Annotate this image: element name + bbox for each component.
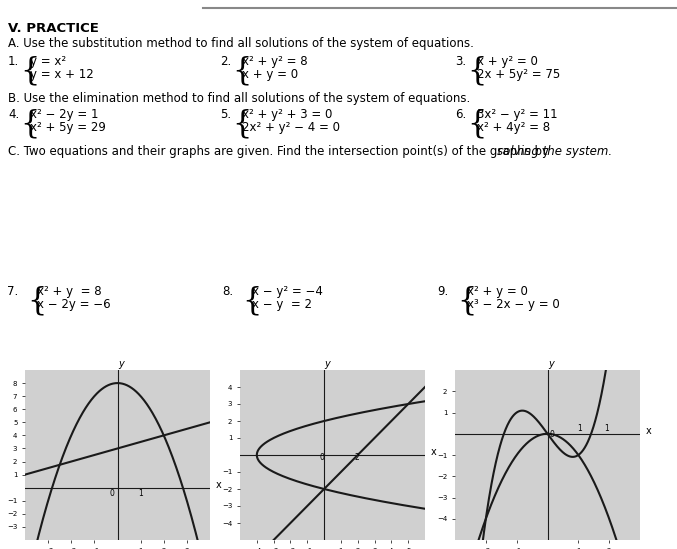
Text: 1: 1 [577, 424, 582, 433]
Text: solving the system.: solving the system. [497, 145, 612, 158]
Text: 5.: 5. [220, 108, 231, 121]
Text: y: y [324, 358, 330, 368]
Text: x² − 2y = 1: x² − 2y = 1 [30, 108, 98, 121]
Text: 7.: 7. [7, 285, 18, 298]
Text: 3.: 3. [455, 55, 466, 68]
Text: {: { [27, 285, 47, 316]
Text: x² + 4y² = 8: x² + 4y² = 8 [477, 121, 550, 134]
Text: y: y [548, 358, 554, 368]
Text: 0: 0 [549, 430, 554, 439]
Text: y = x + 12: y = x + 12 [30, 68, 93, 81]
Text: x − y² = −4: x − y² = −4 [252, 285, 323, 298]
Text: x: x [215, 480, 221, 490]
Text: 2.: 2. [220, 55, 232, 68]
Text: {: { [232, 108, 251, 139]
Text: x + y² = 0: x + y² = 0 [477, 55, 538, 68]
Text: 1: 1 [605, 424, 609, 433]
Text: 2x + 5y² = 75: 2x + 5y² = 75 [477, 68, 561, 81]
Text: 2x² + y² − 4 = 0: 2x² + y² − 4 = 0 [242, 121, 340, 134]
Text: x: x [646, 426, 651, 436]
Text: 8.: 8. [222, 285, 233, 298]
Text: 1: 1 [138, 489, 143, 497]
Text: {: { [457, 285, 477, 316]
Text: {: { [467, 108, 486, 139]
Text: x: x [431, 447, 436, 457]
Text: 6.: 6. [455, 108, 466, 121]
Text: {: { [20, 55, 39, 86]
Text: 0: 0 [110, 489, 114, 497]
Text: {: { [20, 108, 39, 139]
Text: {: { [467, 55, 486, 86]
Text: B. Use the elimination method to find all solutions of the system of equations.: B. Use the elimination method to find al… [8, 92, 471, 105]
Text: 4.: 4. [8, 108, 19, 121]
Text: y: y [118, 358, 124, 368]
Text: x² + 5y = 29: x² + 5y = 29 [30, 121, 106, 134]
Text: C. Two equations and their graphs are given. Find the intersection point(s) of t: C. Two equations and their graphs are gi… [8, 145, 552, 158]
Text: x − y  = 2: x − y = 2 [252, 298, 312, 311]
Text: 1.: 1. [8, 55, 19, 68]
Text: x − 2y = −6: x − 2y = −6 [37, 298, 110, 311]
Text: x + y = 0: x + y = 0 [242, 68, 298, 81]
Text: 2: 2 [354, 453, 359, 462]
Text: 3x² − y² = 11: 3x² − y² = 11 [477, 108, 558, 121]
Text: x² + y² + 3 = 0: x² + y² + 3 = 0 [242, 108, 332, 121]
Text: V. PRACTICE: V. PRACTICE [8, 22, 99, 35]
Text: 0: 0 [319, 453, 324, 462]
Text: y = x²: y = x² [30, 55, 66, 68]
Text: 9.: 9. [437, 285, 448, 298]
Text: A. Use the substitution method to find all solutions of the system of equations.: A. Use the substitution method to find a… [8, 37, 474, 50]
Text: {: { [242, 285, 261, 316]
Text: x² + y² = 8: x² + y² = 8 [242, 55, 307, 68]
Text: {: { [232, 55, 251, 86]
Text: x² + y = 0: x² + y = 0 [467, 285, 528, 298]
Text: x³ − 2x − y = 0: x³ − 2x − y = 0 [467, 298, 560, 311]
Text: x² + y  = 8: x² + y = 8 [37, 285, 102, 298]
